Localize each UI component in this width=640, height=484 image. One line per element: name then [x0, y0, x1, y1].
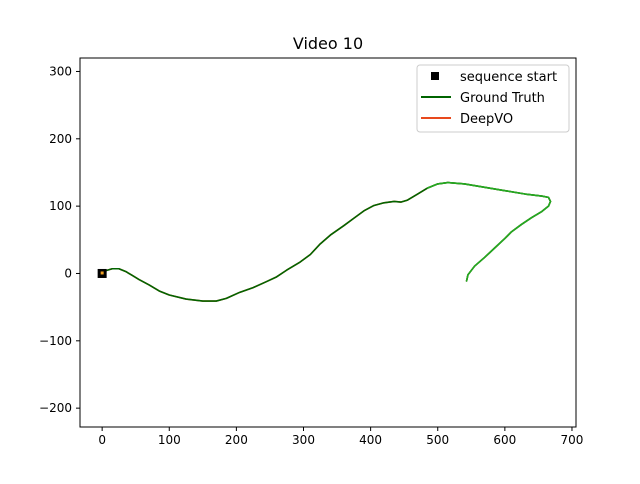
y-tick-label: 0	[64, 266, 72, 280]
y-tick-label: 300	[49, 64, 72, 78]
x-tick-label: 200	[225, 433, 248, 447]
y-tick-label: −200	[39, 401, 72, 415]
x-tick-label: 700	[561, 433, 584, 447]
x-tick-label: 0	[98, 433, 106, 447]
x-axis: 0 100 200 300 400 500 600 700	[98, 427, 583, 447]
y-tick-label: 100	[49, 199, 72, 213]
legend-label-deepvo: DeepVO	[460, 112, 513, 127]
legend-box	[416, 64, 570, 133]
series-layer	[101, 181, 552, 302]
y-tick-label: −100	[39, 334, 72, 348]
x-tick-label: 300	[292, 433, 315, 447]
y-tick-label: 200	[49, 132, 72, 146]
x-tick-label: 600	[493, 433, 516, 447]
legend-label-sequence-start: sequence start	[460, 70, 557, 85]
x-tick-label: 500	[426, 433, 449, 447]
y-axis: −200 −100 0 100 200 300	[39, 64, 80, 415]
legend-label-ground-truth: Ground Truth	[460, 91, 545, 106]
legend: sequence start Ground Truth DeepVO	[416, 64, 570, 133]
x-tick-label: 100	[158, 433, 181, 447]
series-line-tail-segment	[426, 181, 552, 282]
chart-title: Video 10	[293, 34, 363, 53]
sequence-start-dot	[100, 271, 104, 275]
legend-marker-sequence-start	[431, 72, 439, 80]
x-tick-label: 400	[359, 433, 382, 447]
plot-frame	[79, 57, 577, 428]
start-marker-layer	[97, 268, 107, 278]
